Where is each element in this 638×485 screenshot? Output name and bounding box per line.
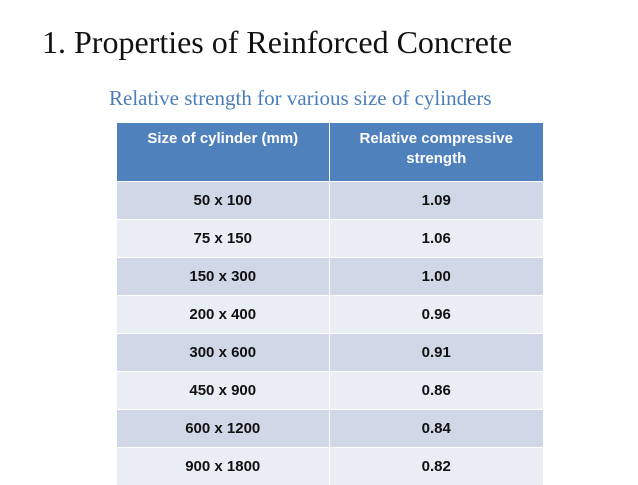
- slide-title: 1. Properties of Reinforced Concrete: [42, 24, 512, 61]
- cell-strength: 1.09: [329, 182, 543, 220]
- cell-strength: 1.06: [329, 220, 543, 258]
- table-row: 75 x 150 1.06: [117, 220, 543, 258]
- header-size-of-cylinder: Size of cylinder (mm): [117, 123, 329, 182]
- table-row: 150 x 300 1.00: [117, 258, 543, 296]
- cell-size: 600 x 1200: [117, 410, 329, 448]
- header-relative-compressive-strength: Relative compressive strength: [329, 123, 543, 182]
- cell-size: 75 x 150: [117, 220, 329, 258]
- cell-size: 150 x 300: [117, 258, 329, 296]
- cell-strength: 0.86: [329, 372, 543, 410]
- table-row: 50 x 100 1.09: [117, 182, 543, 220]
- cell-strength: 0.96: [329, 296, 543, 334]
- cell-strength: 0.82: [329, 448, 543, 485]
- table-row: 900 x 1800 0.82: [117, 448, 543, 485]
- cell-strength: 0.84: [329, 410, 543, 448]
- cylinder-strength-table: Size of cylinder (mm) Relative compressi…: [117, 123, 543, 485]
- table-row: 600 x 1200 0.84: [117, 410, 543, 448]
- table-row: 300 x 600 0.91: [117, 334, 543, 372]
- cell-size: 450 x 900: [117, 372, 329, 410]
- cell-size: 200 x 400: [117, 296, 329, 334]
- cell-size: 900 x 1800: [117, 448, 329, 485]
- table-header-row: Size of cylinder (mm) Relative compressi…: [117, 123, 543, 182]
- cell-strength: 0.91: [329, 334, 543, 372]
- slide-subtitle: Relative strength for various size of cy…: [109, 86, 492, 111]
- table-row: 200 x 400 0.96: [117, 296, 543, 334]
- cell-size: 300 x 600: [117, 334, 329, 372]
- cell-strength: 1.00: [329, 258, 543, 296]
- cell-size: 50 x 100: [117, 182, 329, 220]
- table-row: 450 x 900 0.86: [117, 372, 543, 410]
